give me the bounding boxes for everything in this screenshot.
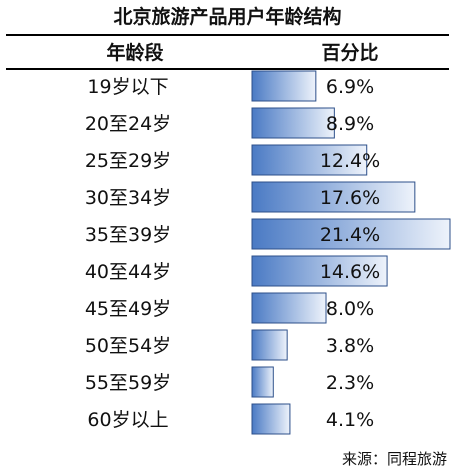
category-label: 35至39岁 xyxy=(85,224,171,246)
chart-title: 北京旅游产品用户年龄结构 xyxy=(113,6,342,28)
value-label: 3.8% xyxy=(326,335,374,357)
category-label: 50至54岁 xyxy=(85,335,171,357)
value-label: 21.4% xyxy=(320,224,380,246)
category-label: 60岁以上 xyxy=(87,409,168,431)
value-label: 12.4% xyxy=(320,150,380,172)
bar xyxy=(251,107,335,139)
category-label: 19岁以下 xyxy=(87,76,168,98)
bar xyxy=(251,70,317,102)
category-label: 55至59岁 xyxy=(85,372,171,394)
bar xyxy=(251,144,368,176)
category-label: 45至49岁 xyxy=(85,298,171,320)
source-note: 来源：同程旅游 xyxy=(341,450,447,468)
bar xyxy=(251,181,416,213)
value-label: 6.9% xyxy=(326,76,374,98)
column-header-age: 年龄段 xyxy=(106,42,164,64)
header-divider xyxy=(6,68,449,70)
column-header-percent: 百分比 xyxy=(321,42,379,64)
value-label: 4.1% xyxy=(326,409,374,431)
bar xyxy=(251,292,327,324)
category-label: 30至34岁 xyxy=(85,187,171,209)
value-label: 14.6% xyxy=(320,261,380,283)
bar xyxy=(251,403,291,435)
age-bar-chart: 19岁以下 6.9% 20至24岁 8.9% 25至29岁 12.4% 30至34岁 17.6… xyxy=(85,70,451,435)
category-label: 40至44岁 xyxy=(85,261,171,283)
category-label: 25至29岁 xyxy=(85,150,171,172)
bar xyxy=(251,218,451,250)
value-label: 8.0% xyxy=(326,298,374,320)
bar xyxy=(251,329,288,361)
title-divider xyxy=(6,34,449,36)
bar xyxy=(251,366,274,398)
value-label: 8.9% xyxy=(326,113,374,135)
value-label: 17.6% xyxy=(320,187,380,209)
value-label: 2.3% xyxy=(326,372,374,394)
bar xyxy=(251,255,388,287)
category-label: 20至24岁 xyxy=(85,113,171,135)
